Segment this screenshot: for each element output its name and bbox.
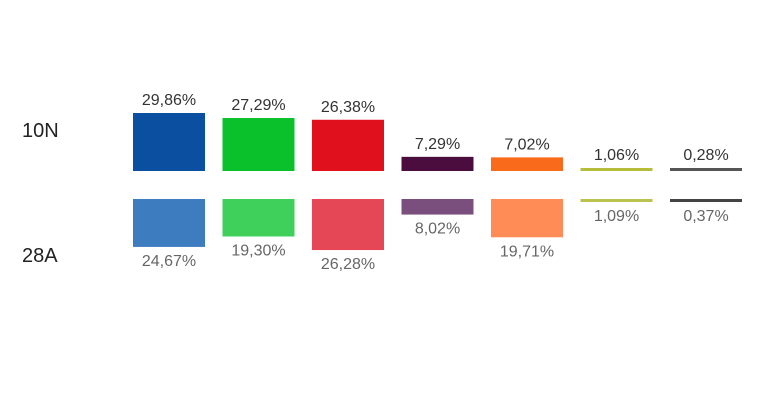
value-label-10n-2: 26,38% bbox=[321, 99, 375, 116]
bar-10n-2 bbox=[312, 119, 384, 171]
bar-28a-1 bbox=[222, 199, 295, 237]
series-28a-bars: 24,67% 19,30% 26,28% 8,02% 19,71% 1,09% 0,37% bbox=[133, 199, 742, 273]
bar-10n-3 bbox=[401, 156, 474, 171]
row-label-10n: 10N bbox=[22, 120, 59, 142]
value-label-10n-5: 1,06% bbox=[594, 147, 639, 164]
bar-10n-1 bbox=[222, 117, 295, 171]
bar-10n-0 bbox=[133, 113, 205, 171]
bar-28a-5 bbox=[580, 199, 653, 202]
value-label-10n-0: 29,86% bbox=[142, 92, 196, 109]
bar-28a-0 bbox=[133, 199, 205, 247]
value-label-28a-2: 26,28% bbox=[321, 256, 375, 273]
value-label-28a-1: 19,30% bbox=[231, 242, 285, 259]
bar-10n-6 bbox=[670, 168, 742, 171]
value-label-10n-6: 0,28% bbox=[683, 147, 728, 164]
bar-10n-5 bbox=[580, 168, 653, 171]
row-label-28a: 28A bbox=[22, 245, 58, 267]
bar-28a-3 bbox=[401, 199, 474, 215]
series-10n-bars: 29,86% 27,29% 26,38% 7,29% 7,02% 1,06% 0,28% bbox=[133, 92, 742, 171]
value-label-28a-5: 1,09% bbox=[594, 208, 639, 225]
value-label-10n-1: 27,29% bbox=[231, 97, 285, 114]
bar-28a-6 bbox=[670, 199, 742, 202]
value-label-10n-3: 7,29% bbox=[415, 136, 460, 153]
value-label-28a-0: 24,67% bbox=[142, 253, 196, 270]
bar-28a-2 bbox=[312, 199, 384, 251]
bar-28a-4 bbox=[491, 199, 563, 238]
bar-10n-4 bbox=[491, 157, 563, 171]
value-label-28a-4: 19,71% bbox=[500, 243, 554, 260]
value-label-28a-3: 8,02% bbox=[415, 221, 460, 238]
value-label-10n-4: 7,02% bbox=[504, 136, 549, 153]
value-label-28a-6: 0,37% bbox=[683, 208, 728, 225]
